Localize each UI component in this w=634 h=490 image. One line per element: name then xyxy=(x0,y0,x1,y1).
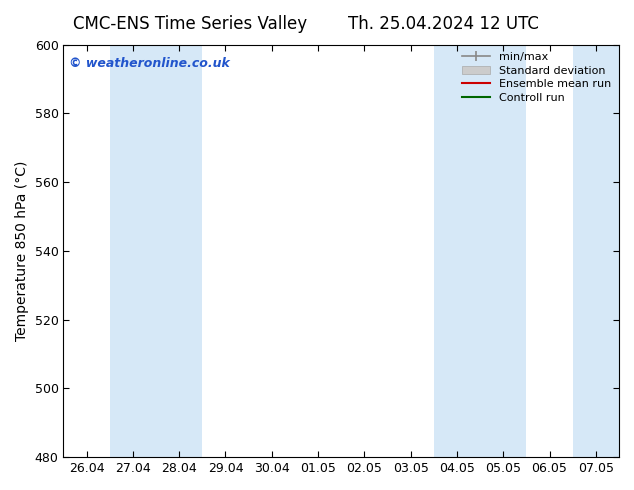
Text: Th. 25.04.2024 12 UTC: Th. 25.04.2024 12 UTC xyxy=(348,15,540,33)
Text: © weatheronline.co.uk: © weatheronline.co.uk xyxy=(69,57,230,70)
Text: CMC-ENS Time Series Valley: CMC-ENS Time Series Valley xyxy=(73,15,307,33)
Y-axis label: Temperature 850 hPa (°C): Temperature 850 hPa (°C) xyxy=(15,161,29,341)
Bar xyxy=(434,45,480,457)
Bar xyxy=(156,45,202,457)
Bar xyxy=(110,45,156,457)
Bar xyxy=(480,45,526,457)
Legend: min/max, Standard deviation, Ensemble mean run, Controll run: min/max, Standard deviation, Ensemble me… xyxy=(458,48,616,107)
Bar xyxy=(573,45,619,457)
